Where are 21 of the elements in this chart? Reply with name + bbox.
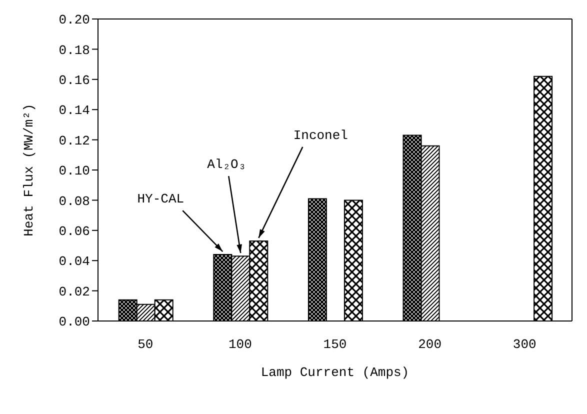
y-tick-label: 0.04	[58, 254, 90, 270]
y-tick-label: 0.18	[58, 42, 90, 58]
y-tick-label: 0.16	[58, 73, 90, 88]
x-axis-title: Lamp Current (Amps)	[260, 365, 410, 380]
y-tick-label: 0.12	[58, 133, 90, 148]
y-axis-title: Heat Flux (MW/m²)	[22, 104, 37, 236]
y-tick-label: 0.00	[58, 314, 90, 330]
x-tick-label: 150	[323, 337, 347, 352]
x-tick-label: 50	[138, 337, 154, 352]
y-tick-label: 0.02	[58, 284, 90, 300]
y-tick-label: 0.10	[58, 164, 90, 179]
text: Al₂O₃	[207, 157, 246, 172]
y-tick-label: 0.14	[58, 103, 90, 118]
y-tick-label: 0.20	[58, 12, 90, 28]
x-tick-label: 100	[228, 337, 252, 352]
x-tick-label: 200	[418, 337, 442, 352]
text: HY-CAL	[137, 192, 184, 207]
text: Inconel	[293, 128, 348, 143]
y-tick-label: 0.06	[58, 224, 90, 240]
y-tick-label: 0.08	[58, 194, 90, 209]
x-tick-label: 300	[512, 337, 536, 352]
